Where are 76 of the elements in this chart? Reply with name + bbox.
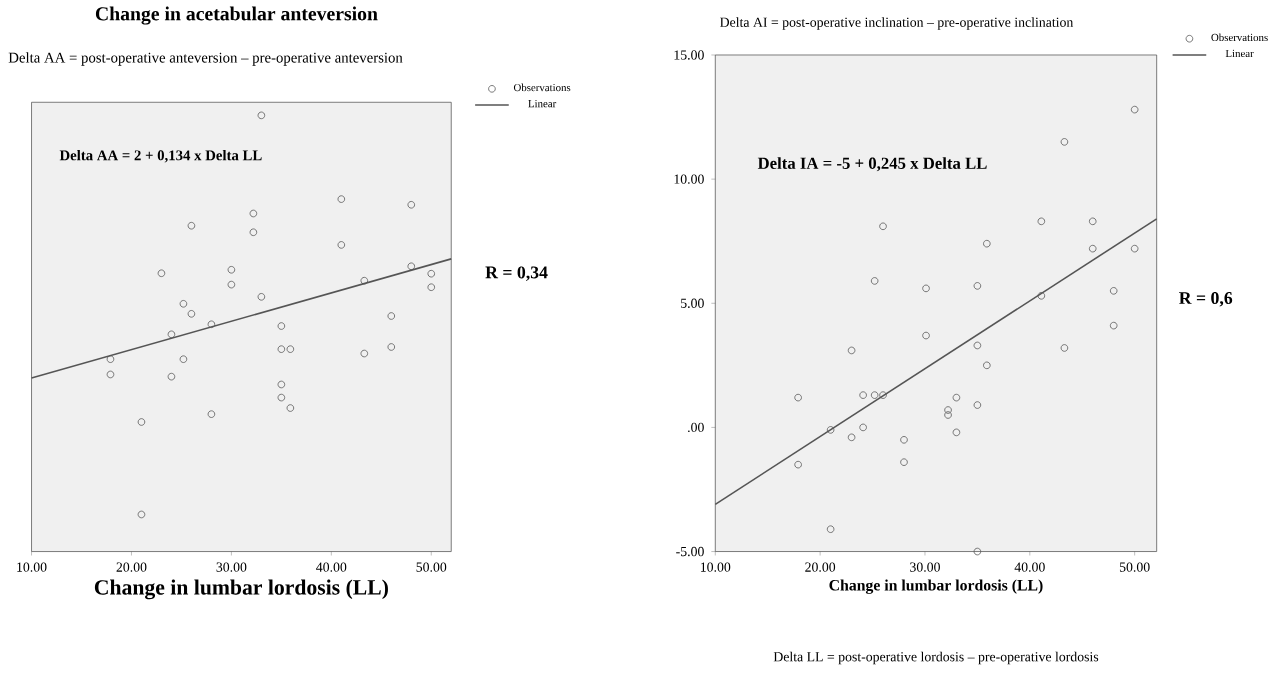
point [277, 380, 286, 389]
point [227, 266, 236, 274]
point [407, 262, 416, 271]
x-axis-title: Change in lumbar lordosis (LL) [94, 579, 388, 600]
point [1130, 105, 1139, 114]
point [983, 240, 991, 248]
point [387, 343, 396, 351]
point [227, 280, 236, 289]
point [794, 461, 802, 469]
point [249, 209, 258, 218]
point [137, 418, 146, 426]
text: R = 0,34 [485, 266, 548, 282]
point [387, 312, 396, 320]
point [1088, 245, 1097, 253]
point [870, 277, 879, 285]
point [847, 346, 856, 355]
point [427, 283, 436, 292]
point [879, 222, 887, 231]
point [922, 331, 930, 340]
point [277, 322, 286, 330]
point [879, 391, 887, 399]
chart-title: Change in acetabular anteversion [95, 6, 378, 25]
point [167, 373, 176, 381]
point [277, 345, 286, 354]
point [286, 404, 295, 412]
point [944, 411, 952, 419]
annotation: Delta IA = -5 + 0,245 x Delta LL [757, 157, 987, 172]
point [207, 320, 216, 329]
point [1088, 217, 1097, 226]
point [187, 310, 196, 318]
point [900, 436, 908, 444]
point [407, 201, 416, 209]
point [859, 391, 867, 399]
point [106, 355, 115, 364]
point [427, 270, 436, 278]
point [952, 428, 961, 437]
point [847, 433, 856, 442]
point [360, 277, 369, 285]
point [973, 401, 982, 409]
point [944, 406, 952, 414]
point [1109, 321, 1118, 330]
point [106, 370, 115, 379]
point [257, 293, 266, 301]
point [1060, 138, 1069, 146]
point [1109, 287, 1118, 295]
point [179, 355, 188, 364]
point [826, 525, 835, 534]
point [286, 345, 295, 354]
point [1130, 245, 1139, 253]
point [826, 426, 835, 434]
point [249, 228, 258, 237]
point [900, 458, 908, 467]
point [973, 282, 982, 290]
point [922, 284, 930, 293]
point [337, 195, 346, 203]
point [1060, 344, 1069, 352]
point [257, 111, 266, 120]
point [337, 241, 346, 249]
point [1037, 292, 1046, 300]
point [167, 330, 176, 339]
point [360, 349, 369, 358]
point [137, 510, 146, 519]
point [207, 410, 216, 419]
point [277, 393, 286, 402]
text: R = 0,6 [1179, 292, 1233, 307]
point [859, 423, 867, 432]
point [794, 393, 802, 402]
point [187, 222, 196, 230]
point [1037, 217, 1046, 226]
point [983, 361, 991, 370]
point [157, 269, 166, 278]
point [870, 391, 879, 399]
point [952, 393, 961, 402]
point [179, 300, 188, 308]
point [973, 341, 982, 350]
point [973, 547, 982, 556]
